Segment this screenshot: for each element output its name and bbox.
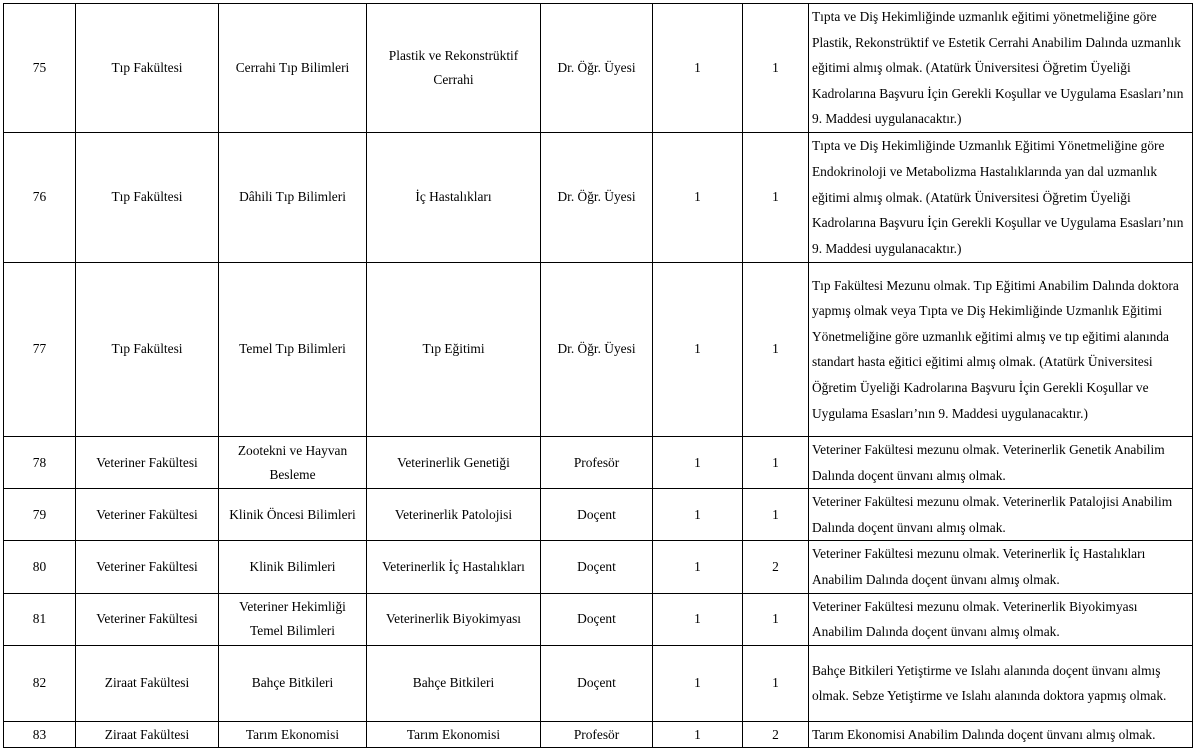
field-cell: Bahçe Bitkileri	[366, 644, 541, 722]
row-number-cell: 77	[3, 261, 76, 437]
degree-cell: 1	[652, 592, 743, 646]
position-count-cell: 1	[742, 644, 809, 722]
requirement-cell: Veteriner Fakültesi mezunu olmak. Veteri…	[808, 435, 1193, 490]
requirement-cell: Veteriner Fakültesi mezunu olmak. Veteri…	[808, 540, 1193, 594]
degree-cell: 1	[652, 540, 743, 594]
department-cell: Bahçe Bitkileri	[218, 644, 367, 722]
position-count-cell: 2	[742, 720, 809, 749]
requirement-cell: Tıp Fakültesi Mezunu olmak. Tıp Eğitimi …	[808, 261, 1193, 437]
department-cell: Temel Tıp Bilimleri	[218, 261, 367, 437]
field-cell: Veterinerlik İç Hastalıkları	[366, 540, 541, 594]
table-row: 79 Veteriner Fakültesi Klinik Öncesi Bilim…	[3, 488, 1193, 542]
requirement-cell: Tarım Ekonomisi Anabilim Dalında doçent …	[808, 720, 1193, 749]
requirement-cell: Veteriner Fakültesi mezunu olmak. Veteri…	[808, 592, 1193, 646]
position-count-cell: 1	[742, 261, 809, 437]
academic-title-cell: Doçent	[540, 540, 653, 594]
academic-title-cell: Doçent	[540, 488, 653, 542]
requirement-cell: Tıpta ve Diş Hekimliğinde uzmanlık eğiti…	[808, 3, 1193, 133]
row-number-cell: 75	[3, 3, 76, 133]
position-count-cell: 1	[742, 592, 809, 646]
degree-cell: 1	[652, 644, 743, 722]
academic-title-cell: Dr. Öğr. Üyesi	[540, 131, 653, 263]
academic-title-cell: Dr. Öğr. Üyesi	[540, 3, 653, 133]
position-count-cell: 1	[742, 131, 809, 263]
requirement-cell: Bahçe Bitkileri Yetiştirme ve Islahı ala…	[808, 644, 1193, 722]
department-cell: Klinik Bilimleri	[218, 540, 367, 594]
faculty-cell: Veteriner Fakültesi	[75, 435, 219, 490]
degree-cell: 1	[652, 720, 743, 749]
field-cell: Tarım Ekonomisi	[366, 720, 541, 749]
department-cell: Cerrahi Tıp Bilimleri	[218, 3, 367, 133]
positions-table: 75 Tıp Fakültesi Cerrahi Tıp Bilimleri Plas…	[3, 3, 1193, 749]
position-count-cell: 1	[742, 488, 809, 542]
academic-title-cell: Doçent	[540, 644, 653, 722]
degree-cell: 1	[652, 3, 743, 133]
academic-title-cell: Doçent	[540, 592, 653, 646]
table-row: 80 Veteriner Fakültesi Klinik Bilimleri Vet…	[3, 540, 1193, 594]
position-count-cell: 1	[742, 3, 809, 133]
field-cell: Plastik ve Rekonstrüktif Cerrahi	[366, 3, 541, 133]
department-cell: Veteriner Hekimliği Temel Bilimleri	[218, 592, 367, 646]
field-cell: Veterinerlik Genetiği	[366, 435, 541, 490]
department-cell: Zootekni ve Hayvan Besleme	[218, 435, 367, 490]
table-row: 77 Tıp Fakültesi Temel Tıp Bilimleri Tıp Eğ…	[3, 261, 1193, 437]
table-row: 78 Veteriner Fakültesi Zootekni ve Hayvan …	[3, 435, 1193, 490]
degree-cell: 1	[652, 261, 743, 437]
faculty-cell: Tıp Fakültesi	[75, 131, 219, 263]
field-cell: İç Hastalıkları	[366, 131, 541, 263]
faculty-cell: Ziraat Fakültesi	[75, 720, 219, 749]
table-row: 76 Tıp Fakültesi Dâhili Tıp Bilimleri İç Ha…	[3, 131, 1193, 263]
row-number-cell: 76	[3, 131, 76, 263]
faculty-cell: Ziraat Fakültesi	[75, 644, 219, 722]
field-cell: Veterinerlik Patolojisi	[366, 488, 541, 542]
department-cell: Klinik Öncesi Bilimleri	[218, 488, 367, 542]
degree-cell: 1	[652, 435, 743, 490]
row-number-cell: 80	[3, 540, 76, 594]
academic-title-cell: Profesör	[540, 720, 653, 749]
table-row: 81 Veteriner Fakültesi Veteriner Hekimliği…	[3, 592, 1193, 646]
table-row: 75 Tıp Fakültesi Cerrahi Tıp Bilimleri Plas…	[3, 3, 1193, 133]
field-cell: Tıp Eğitimi	[366, 261, 541, 437]
faculty-cell: Veteriner Fakültesi	[75, 540, 219, 594]
field-cell: Veterinerlik Biyokimyası	[366, 592, 541, 646]
department-cell: Dâhili Tıp Bilimleri	[218, 131, 367, 263]
degree-cell: 1	[652, 488, 743, 542]
faculty-cell: Tıp Fakültesi	[75, 261, 219, 437]
faculty-cell: Tıp Fakültesi	[75, 3, 219, 133]
academic-title-cell: Dr. Öğr. Üyesi	[540, 261, 653, 437]
requirement-cell: Tıpta ve Diş Hekimliğinde Uzmanlık Eğiti…	[808, 131, 1193, 263]
requirement-cell: Veteriner Fakültesi mezunu olmak. Veteri…	[808, 488, 1193, 542]
position-count-cell: 1	[742, 435, 809, 490]
academic-title-cell: Profesör	[540, 435, 653, 490]
department-cell: Tarım Ekonomisi	[218, 720, 367, 749]
row-number-cell: 82	[3, 644, 76, 722]
row-number-cell: 79	[3, 488, 76, 542]
table-row: 82 Ziraat Fakültesi Bahçe Bitkileri Bahçe B…	[3, 644, 1193, 722]
faculty-cell: Veteriner Fakültesi	[75, 488, 219, 542]
degree-cell: 1	[652, 131, 743, 263]
row-number-cell: 83	[3, 720, 76, 749]
row-number-cell: 81	[3, 592, 76, 646]
row-number-cell: 78	[3, 435, 76, 490]
position-count-cell: 2	[742, 540, 809, 594]
faculty-cell: Veteriner Fakültesi	[75, 592, 219, 646]
table-row: 83 Ziraat Fakültesi Tarım Ekonomisi Tarım E…	[3, 720, 1193, 749]
